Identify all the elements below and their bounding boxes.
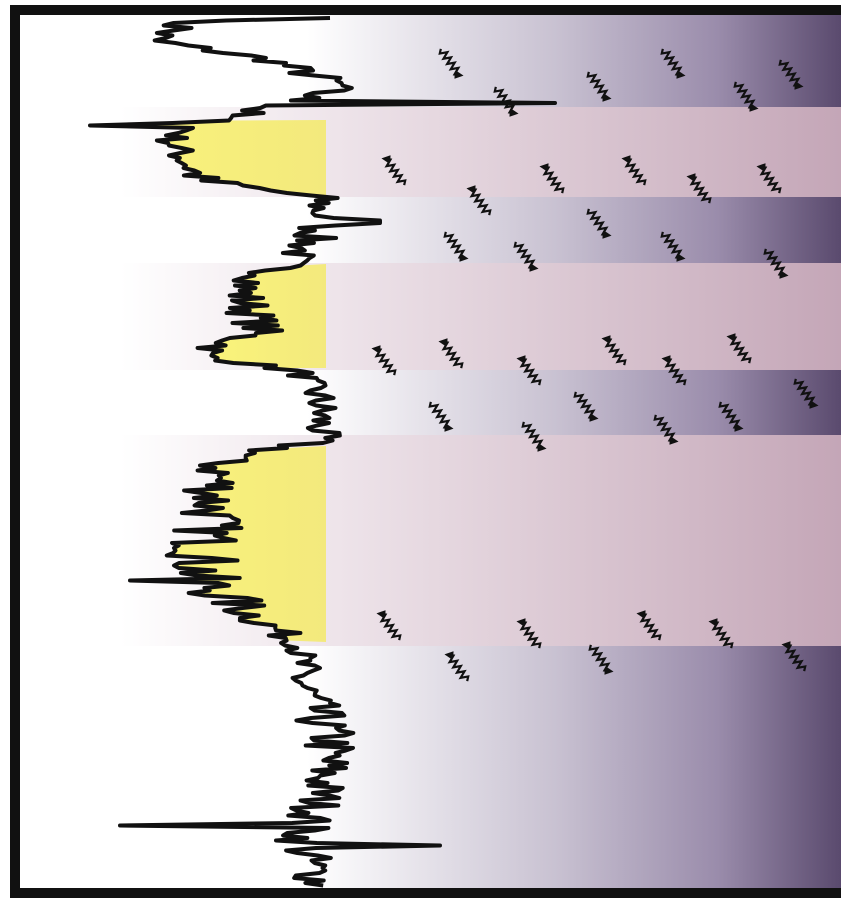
arrow [660, 231, 686, 262]
shaded-area [130, 446, 326, 642]
log-curve [88, 16, 557, 888]
arrow [588, 644, 614, 675]
arrow [438, 338, 464, 369]
arrow [778, 59, 804, 90]
shaded-areas [90, 120, 326, 642]
arrow [756, 163, 782, 194]
frame-top [10, 5, 841, 15]
arrow [573, 391, 599, 422]
arrow [661, 355, 687, 386]
shaded-area [90, 120, 326, 196]
arrow [763, 248, 789, 279]
frame-bottom [10, 888, 841, 898]
arrow [708, 618, 734, 649]
arrow [371, 345, 397, 376]
arrow [521, 421, 547, 452]
arrow [513, 241, 539, 272]
arrow [381, 155, 407, 186]
frame-left [10, 5, 20, 898]
arrow [428, 401, 454, 432]
arrow [443, 231, 469, 262]
arrow [660, 48, 686, 79]
arrow [444, 651, 470, 682]
arrow [621, 155, 647, 186]
arrow [539, 163, 565, 194]
arrow [586, 71, 612, 102]
arrow [438, 48, 464, 79]
arrow [718, 401, 744, 432]
arrow [516, 618, 542, 649]
arrow [586, 208, 612, 239]
arrow [653, 414, 679, 445]
arrow [726, 333, 752, 364]
arrow [601, 335, 627, 366]
arrows [371, 48, 819, 682]
arrow [636, 610, 662, 641]
arrow [516, 355, 542, 386]
arrow [793, 378, 819, 409]
arrow [733, 81, 759, 112]
arrow [781, 641, 807, 672]
arrow [376, 610, 402, 641]
arrow [686, 173, 712, 204]
arrow [466, 185, 492, 216]
shaded-area [197, 264, 326, 368]
